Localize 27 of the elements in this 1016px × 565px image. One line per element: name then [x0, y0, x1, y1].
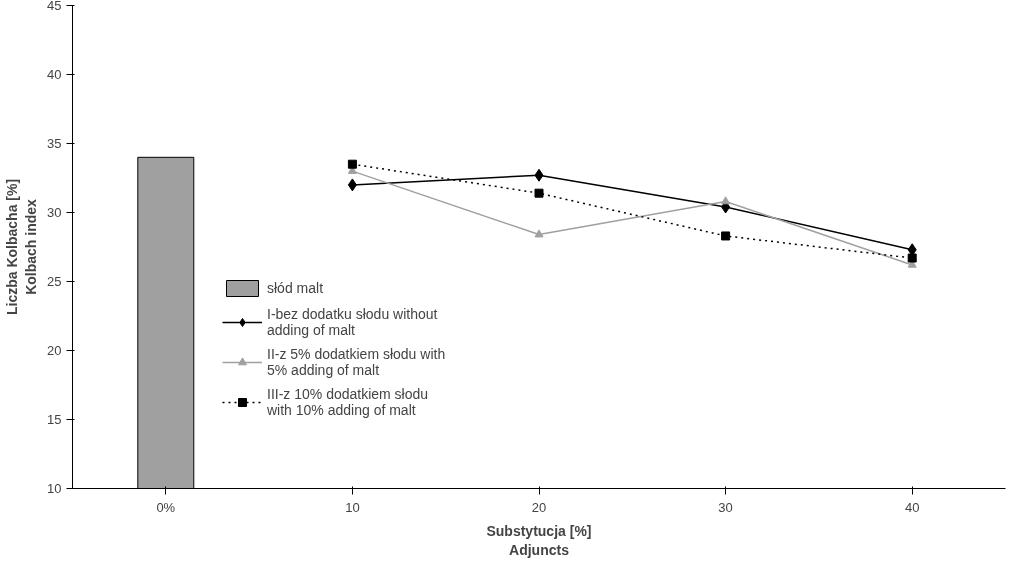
point — [907, 253, 917, 263]
y-tick-label: 15 — [47, 412, 62, 427]
y-tick-label: 20 — [47, 343, 62, 358]
legend-label: III-z 10% dodatkiem słodu with 10% adding of malt — [267, 386, 429, 418]
point — [721, 196, 731, 205]
y-tick-label: 30 — [47, 205, 62, 220]
point — [347, 178, 357, 192]
x-tick-label: 30 — [718, 499, 733, 515]
x-axis-title: Substytucja [%] Adjuncts — [486, 522, 592, 558]
y-axis-title: Liczba Kolbacha [%] Kolbach index — [3, 178, 40, 316]
y-tick-label: 35 — [47, 136, 62, 151]
point — [347, 159, 357, 169]
point — [534, 168, 544, 182]
x-tick-label: 0% — [156, 499, 176, 515]
y-tick-label: 10 — [47, 481, 62, 496]
legend-label: słód malt — [267, 280, 324, 296]
y-tick-label: 45 — [47, 0, 62, 13]
y-tick-label: 25 — [47, 274, 62, 289]
legend-label: I-bez dodatku słodu without adding of malt — [267, 306, 438, 338]
x-tick-label: 20 — [531, 499, 547, 515]
x-tick-label: 40 — [904, 499, 920, 515]
legend-label: II-z 5% dodatkiem słodu with 5% adding of malt — [267, 346, 446, 378]
point — [534, 188, 544, 198]
y-tick-label: 40 — [47, 67, 62, 82]
point — [534, 229, 544, 238]
x-tick-label: 10 — [345, 499, 360, 515]
point — [721, 231, 731, 241]
